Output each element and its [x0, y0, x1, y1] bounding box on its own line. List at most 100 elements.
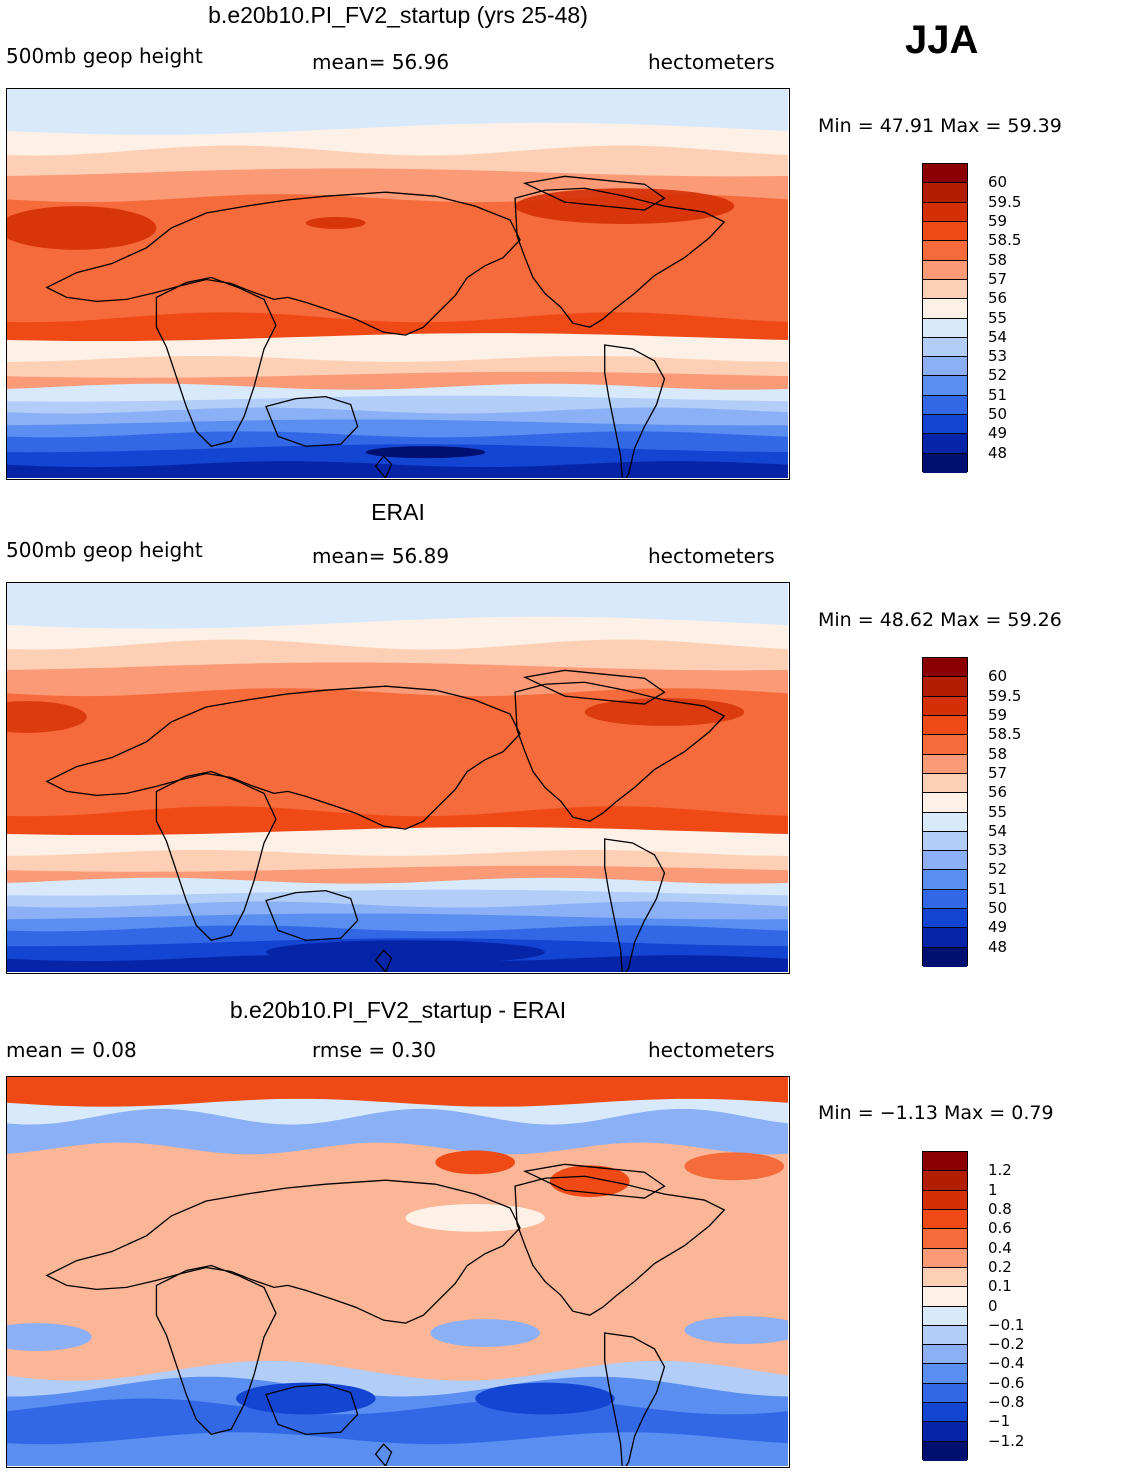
colorbar-swatch — [923, 1152, 967, 1172]
colorbar-tick-label: −1.2 — [988, 1431, 1025, 1450]
contour-low-cell — [7, 1323, 92, 1351]
contour-high-cell — [7, 206, 157, 250]
colorbar-tick-label: 0.8 — [988, 1199, 1012, 1218]
colorbar-swatch — [923, 279, 967, 300]
colorbar-tick-label: 60 — [988, 173, 1008, 192]
coastline — [45, 191, 521, 336]
coastline — [45, 1179, 521, 1324]
panel-2-variable-label: 500mb geop height — [6, 538, 203, 562]
coastline — [604, 344, 666, 478]
panel-1-minmax: Min = 47.91 Max = 59.39 — [818, 115, 1062, 137]
panel-1-mean-label: mean= 56.96 — [312, 50, 450, 74]
colorbar-swatch — [923, 1403, 967, 1423]
colorbar-swatch — [923, 909, 967, 929]
coastline — [374, 949, 393, 972]
colorbar-tick-label: 52 — [988, 860, 1008, 879]
colorbar-swatch — [923, 221, 967, 242]
contour-fill-band — [7, 1432, 788, 1466]
contour-high-cell — [515, 188, 735, 224]
colorbar-swatch — [923, 415, 967, 435]
season-label: JJA — [905, 18, 979, 62]
colorbar-tick-label: 54 — [988, 821, 1008, 840]
colorbar-tick-label: 53 — [988, 347, 1008, 366]
colorbar-tick-label: 59 — [988, 705, 1008, 724]
panel-1-map — [6, 88, 790, 480]
coastline — [604, 1332, 666, 1466]
colorbar-swatch — [923, 812, 967, 832]
colorbar-tick-label: 60 — [988, 667, 1008, 686]
coastline — [514, 187, 726, 328]
colorbar-swatch — [923, 696, 967, 716]
colorbar-swatch — [923, 202, 967, 222]
contour-low-cell — [365, 446, 486, 459]
colorbar-swatch — [923, 1190, 967, 1210]
colorbar-tick-label: 51 — [988, 385, 1008, 404]
colorbar-swatch — [923, 831, 967, 852]
panel-3-rmse-label: rmse = 0.30 — [312, 1038, 437, 1062]
colorbar-swatch — [923, 677, 967, 697]
colorbar-swatch — [923, 1171, 967, 1191]
colorbar-tick-label: −0.6 — [988, 1373, 1025, 1392]
colorbar-swatch — [923, 1422, 967, 1442]
colorbar-swatch — [923, 1306, 967, 1326]
colorbar-tick-label: 0.1 — [988, 1277, 1012, 1296]
panel-1-variable-label: 500mb geop height — [6, 44, 203, 68]
colorbar-tick-label: 58 — [988, 250, 1008, 269]
panel-2-colorbar — [922, 657, 968, 967]
colorbar-tick-label: −0.1 — [988, 1315, 1025, 1334]
coastline — [265, 1383, 359, 1435]
colorbar-tick-label: −0.2 — [988, 1335, 1025, 1354]
contour-high-cell — [684, 1152, 785, 1181]
panel-3-minmax: Min = −1.13 Max = 0.79 — [818, 1102, 1054, 1124]
colorbar-tick-label: 51 — [988, 879, 1008, 898]
colorbar-swatch — [923, 357, 967, 377]
colorbar-swatch — [923, 318, 967, 338]
contour-low-cell — [236, 1382, 376, 1415]
colorbar-swatch — [923, 1383, 967, 1404]
colorbar-swatch — [923, 1287, 967, 1307]
contour-fill-band — [7, 1142, 788, 1173]
colorbar-swatch — [923, 1325, 967, 1346]
contour-neutral-cell — [405, 1204, 545, 1232]
colorbar-tick-label: 0.2 — [988, 1257, 1012, 1276]
colorbar-swatch — [923, 337, 967, 358]
contour-low-cell — [430, 1319, 540, 1347]
colorbar-tick-label: 0.4 — [988, 1238, 1012, 1257]
contour-high-cell — [305, 217, 366, 229]
colorbar-swatch — [923, 241, 967, 261]
colorbar-swatch — [923, 1209, 967, 1230]
panel-3-title: b.e20b10.PI_FV2_startup - ERAI — [229, 997, 567, 1023]
colorbar-swatch — [923, 1345, 967, 1365]
colorbar-swatch — [923, 183, 967, 203]
colorbar-tick-label: 54 — [988, 327, 1008, 346]
panel-2-map — [6, 582, 790, 974]
contour-high-cell — [549, 1165, 630, 1198]
colorbar-tick-label: 56 — [988, 289, 1008, 308]
colorbar-tick-label: 49 — [988, 424, 1008, 443]
coastline — [522, 175, 666, 211]
coastline — [155, 276, 277, 447]
colorbar-tick-label: 59.5 — [988, 686, 1022, 705]
colorbar-tick-label: 59.5 — [988, 192, 1022, 211]
contour-fill-band — [7, 1108, 788, 1157]
colorbar-swatch — [923, 434, 967, 454]
contour-low-cell — [266, 940, 545, 965]
panel-2-minmax: Min = 48.62 Max = 59.26 — [818, 609, 1062, 631]
panel-1-units-label: hectometers — [648, 50, 775, 74]
colorbar-tick-label: −0.4 — [988, 1354, 1025, 1373]
coastline — [522, 1163, 666, 1199]
colorbar-tick-label: 58 — [988, 744, 1008, 763]
panel-2-units-label: hectometers — [648, 544, 775, 568]
contour-high-cell — [435, 1150, 516, 1175]
coastline — [374, 455, 393, 478]
colorbar-swatch — [923, 1248, 967, 1268]
coastline — [45, 685, 521, 830]
colorbar-tick-label: 0 — [988, 1296, 998, 1315]
coastline — [155, 1264, 277, 1435]
coastline — [265, 395, 359, 447]
colorbar-tick-label: 57 — [988, 763, 1008, 782]
colorbar-swatch — [923, 453, 967, 473]
panel-1-title: b.e20b10.PI_FV2_startup (yrs 25-48) — [208, 2, 588, 28]
colorbar-swatch — [923, 1364, 967, 1384]
panel-2-mean-label: mean= 56.89 — [312, 544, 450, 568]
